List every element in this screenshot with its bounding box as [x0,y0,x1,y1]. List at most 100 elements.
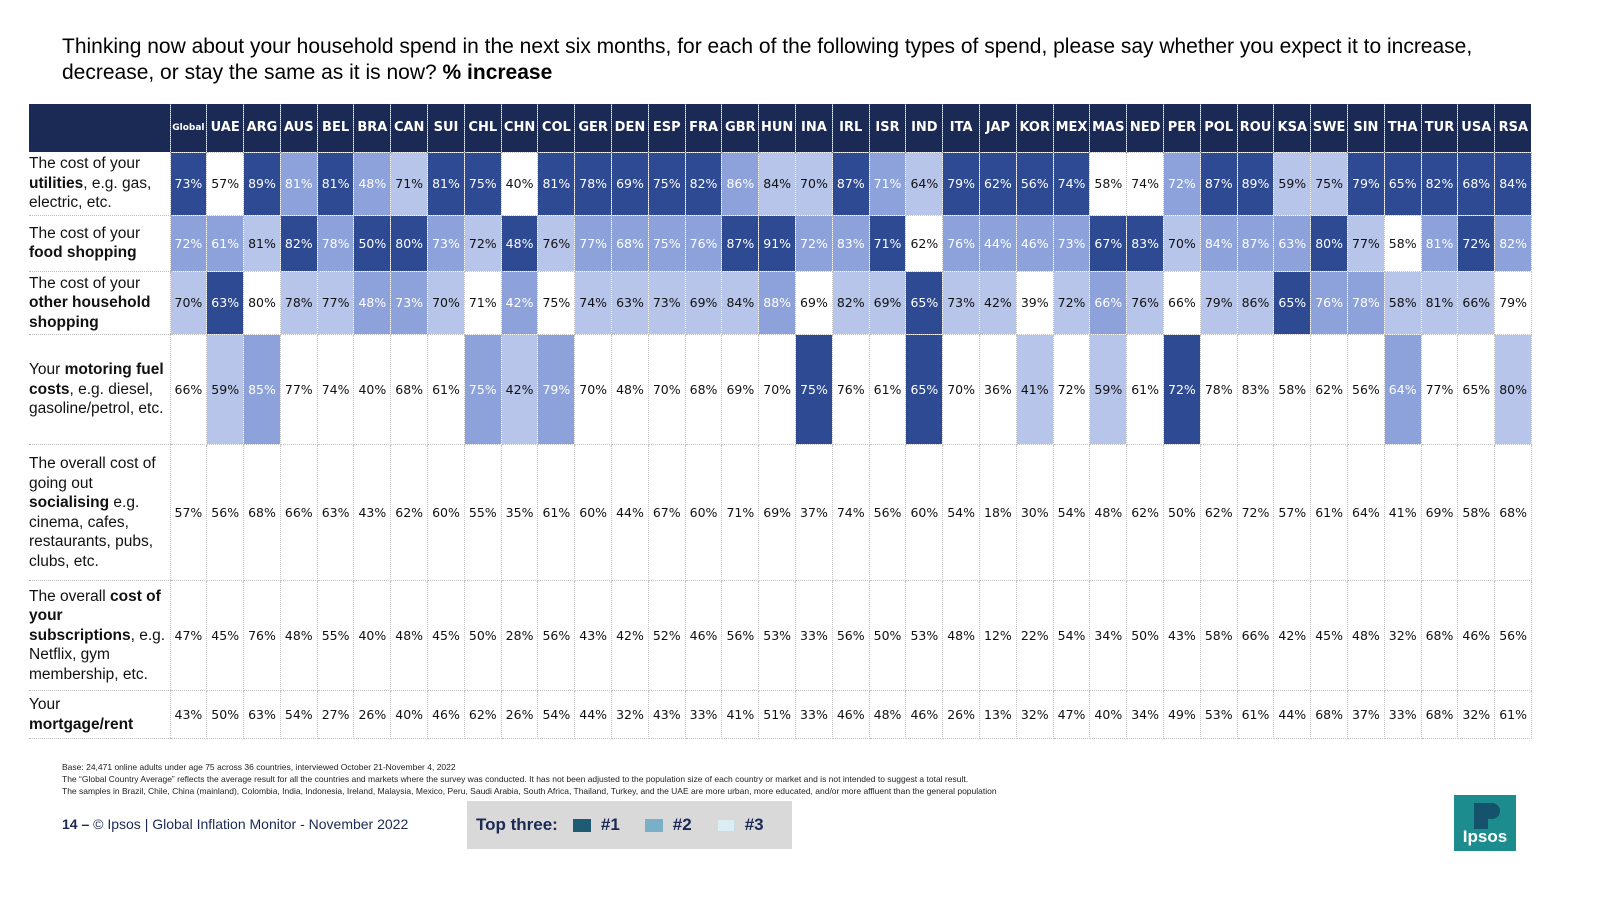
footnote-global-average: The “Global Country Average” reflects th… [62,774,969,784]
heatmap-cell: 44% [611,444,649,581]
heatmap-cell: 26% [942,690,981,739]
heatmap-cell: 81% [316,151,355,216]
heatmap-cell: 62% [390,444,429,581]
heatmap-cell: 53% [1199,690,1238,739]
heatmap-cell: 79% [537,334,576,445]
heatmap-cell: 51% [758,690,797,739]
column-header-tha: THA [1383,104,1422,152]
heatmap-cell: 80% [1310,214,1348,272]
heatmap-cell: 50% [206,690,245,739]
row-label-part: , e.g. diesel, gasoline/petrol, etc. [29,380,164,418]
heatmap-cell: 83% [831,214,870,272]
heatmap-cell: 68% [243,444,281,581]
heatmap-cell: 46% [427,690,465,739]
heatmap-cell: 56% [206,444,245,581]
heatmap-cell: 80% [1494,334,1532,445]
heatmap-cell: 87% [721,214,760,272]
heatmap-cell: 76% [1126,270,1165,335]
heatmap-cell: 57% [169,444,208,581]
heatmap-cell: 68% [390,334,429,445]
heatmap-cell: 48% [1347,580,1385,691]
column-header-bra: BRA [353,104,391,152]
heatmap-cell: 70% [942,334,981,445]
heatmap-cell: 91% [758,214,797,272]
column-header-ina: INA [795,104,833,152]
column-header-isr: ISR [868,104,906,152]
heatmap-cell: 62% [1126,444,1165,581]
heatmap-cell: 74% [1126,151,1165,216]
heatmap-cell: 64% [905,151,944,216]
heatmap-cell: 75% [463,334,502,445]
title-question: Thinking now about your household spend … [62,35,1473,84]
heatmap-cell: 78% [574,151,613,216]
header-corner [29,104,170,152]
heatmap-cell: 81% [279,151,318,216]
heatmap-cell: 54% [279,690,318,739]
heatmap-cell: 32% [1383,580,1422,691]
heatmap-cell: 68% [684,334,723,445]
heatmap-cell: 33% [684,690,723,739]
heatmap-cell: 37% [1347,690,1385,739]
column-header-irl: IRL [831,104,870,152]
column-header-ger: GER [574,104,612,152]
heatmap-cell: 40% [353,580,392,691]
heatmap-cell: 18% [979,444,1017,581]
heatmap-cell: 48% [500,214,539,272]
heatmap-cell: 66% [1089,270,1128,335]
heatmap-cell: 12% [979,580,1017,691]
heatmap-cell: 75% [647,151,686,216]
row-label-part: The cost of your [29,224,141,242]
row-label-part: The overall cost of going out [29,455,156,492]
legend-label-2: #2 [672,815,692,834]
heatmap-cell: 76% [684,214,723,272]
heatmap-cell: 81% [243,214,281,272]
legend-label-1: #1 [600,815,620,834]
column-header-can: CAN [390,104,428,152]
column-header-chl: CHL [463,104,502,152]
heatmap-cell: 63% [316,444,355,581]
heatmap-cell: 72% [795,214,833,272]
legend-swatch-1 [572,818,591,832]
column-header-mex: MEX [1052,104,1090,152]
heatmap-cell: 66% [1236,580,1275,691]
heatmap-cell: 84% [1199,214,1238,272]
heatmap-cell: 60% [905,444,944,581]
heatmap-cell: 72% [1163,334,1201,445]
heatmap-cell: 62% [463,690,502,739]
heatmap-cell: 50% [463,580,502,691]
heatmap-cell: 56% [1015,151,1054,216]
heatmap-cell: 64% [1383,334,1422,445]
heatmap-cell: 42% [979,270,1017,335]
row-label-part: other household shopping [29,294,151,331]
column-header-ksa: KSA [1273,104,1311,152]
heatmap-cell: 72% [463,214,502,272]
heatmap-cell: 70% [647,334,686,445]
heatmap-cell: 37% [795,444,833,581]
heatmap-cell: 43% [353,444,392,581]
heatmap-cell: 73% [390,270,429,335]
heatmap-cell: 82% [279,214,318,272]
row-label: Your mortgage/rent [29,690,170,739]
heatmap-cell: 75% [647,214,686,272]
heatmap-cell: 45% [427,580,465,691]
heatmap-cell: 59% [1089,334,1128,445]
heatmap-cell: 78% [316,214,355,272]
heatmap-cell: 48% [1089,444,1128,581]
logo-text: Ipsos [1463,827,1507,846]
top-three-legend: Top three: #1 #2 #3 [467,801,792,849]
heatmap-cell: 34% [1126,690,1165,739]
heatmap-cell: 75% [463,151,502,216]
heatmap-cell: 69% [684,270,723,335]
heatmap-cell: 61% [427,334,465,445]
heatmap-cell: 26% [500,690,539,739]
heatmap-cell: 72% [1052,334,1091,445]
heatmap-cell: 50% [868,580,907,691]
footnote-samples: The samples in Brazil, Chile, China (mai… [62,786,997,796]
heatmap-cell: 78% [279,270,318,335]
heatmap-cell: 40% [390,690,429,739]
heatmap-cell: 69% [795,270,833,335]
heatmap-cell: 62% [1310,334,1348,445]
column-header-aus: AUS [279,104,318,152]
heatmap-cell: 75% [537,270,576,335]
heatmap-cell: 61% [206,214,245,272]
